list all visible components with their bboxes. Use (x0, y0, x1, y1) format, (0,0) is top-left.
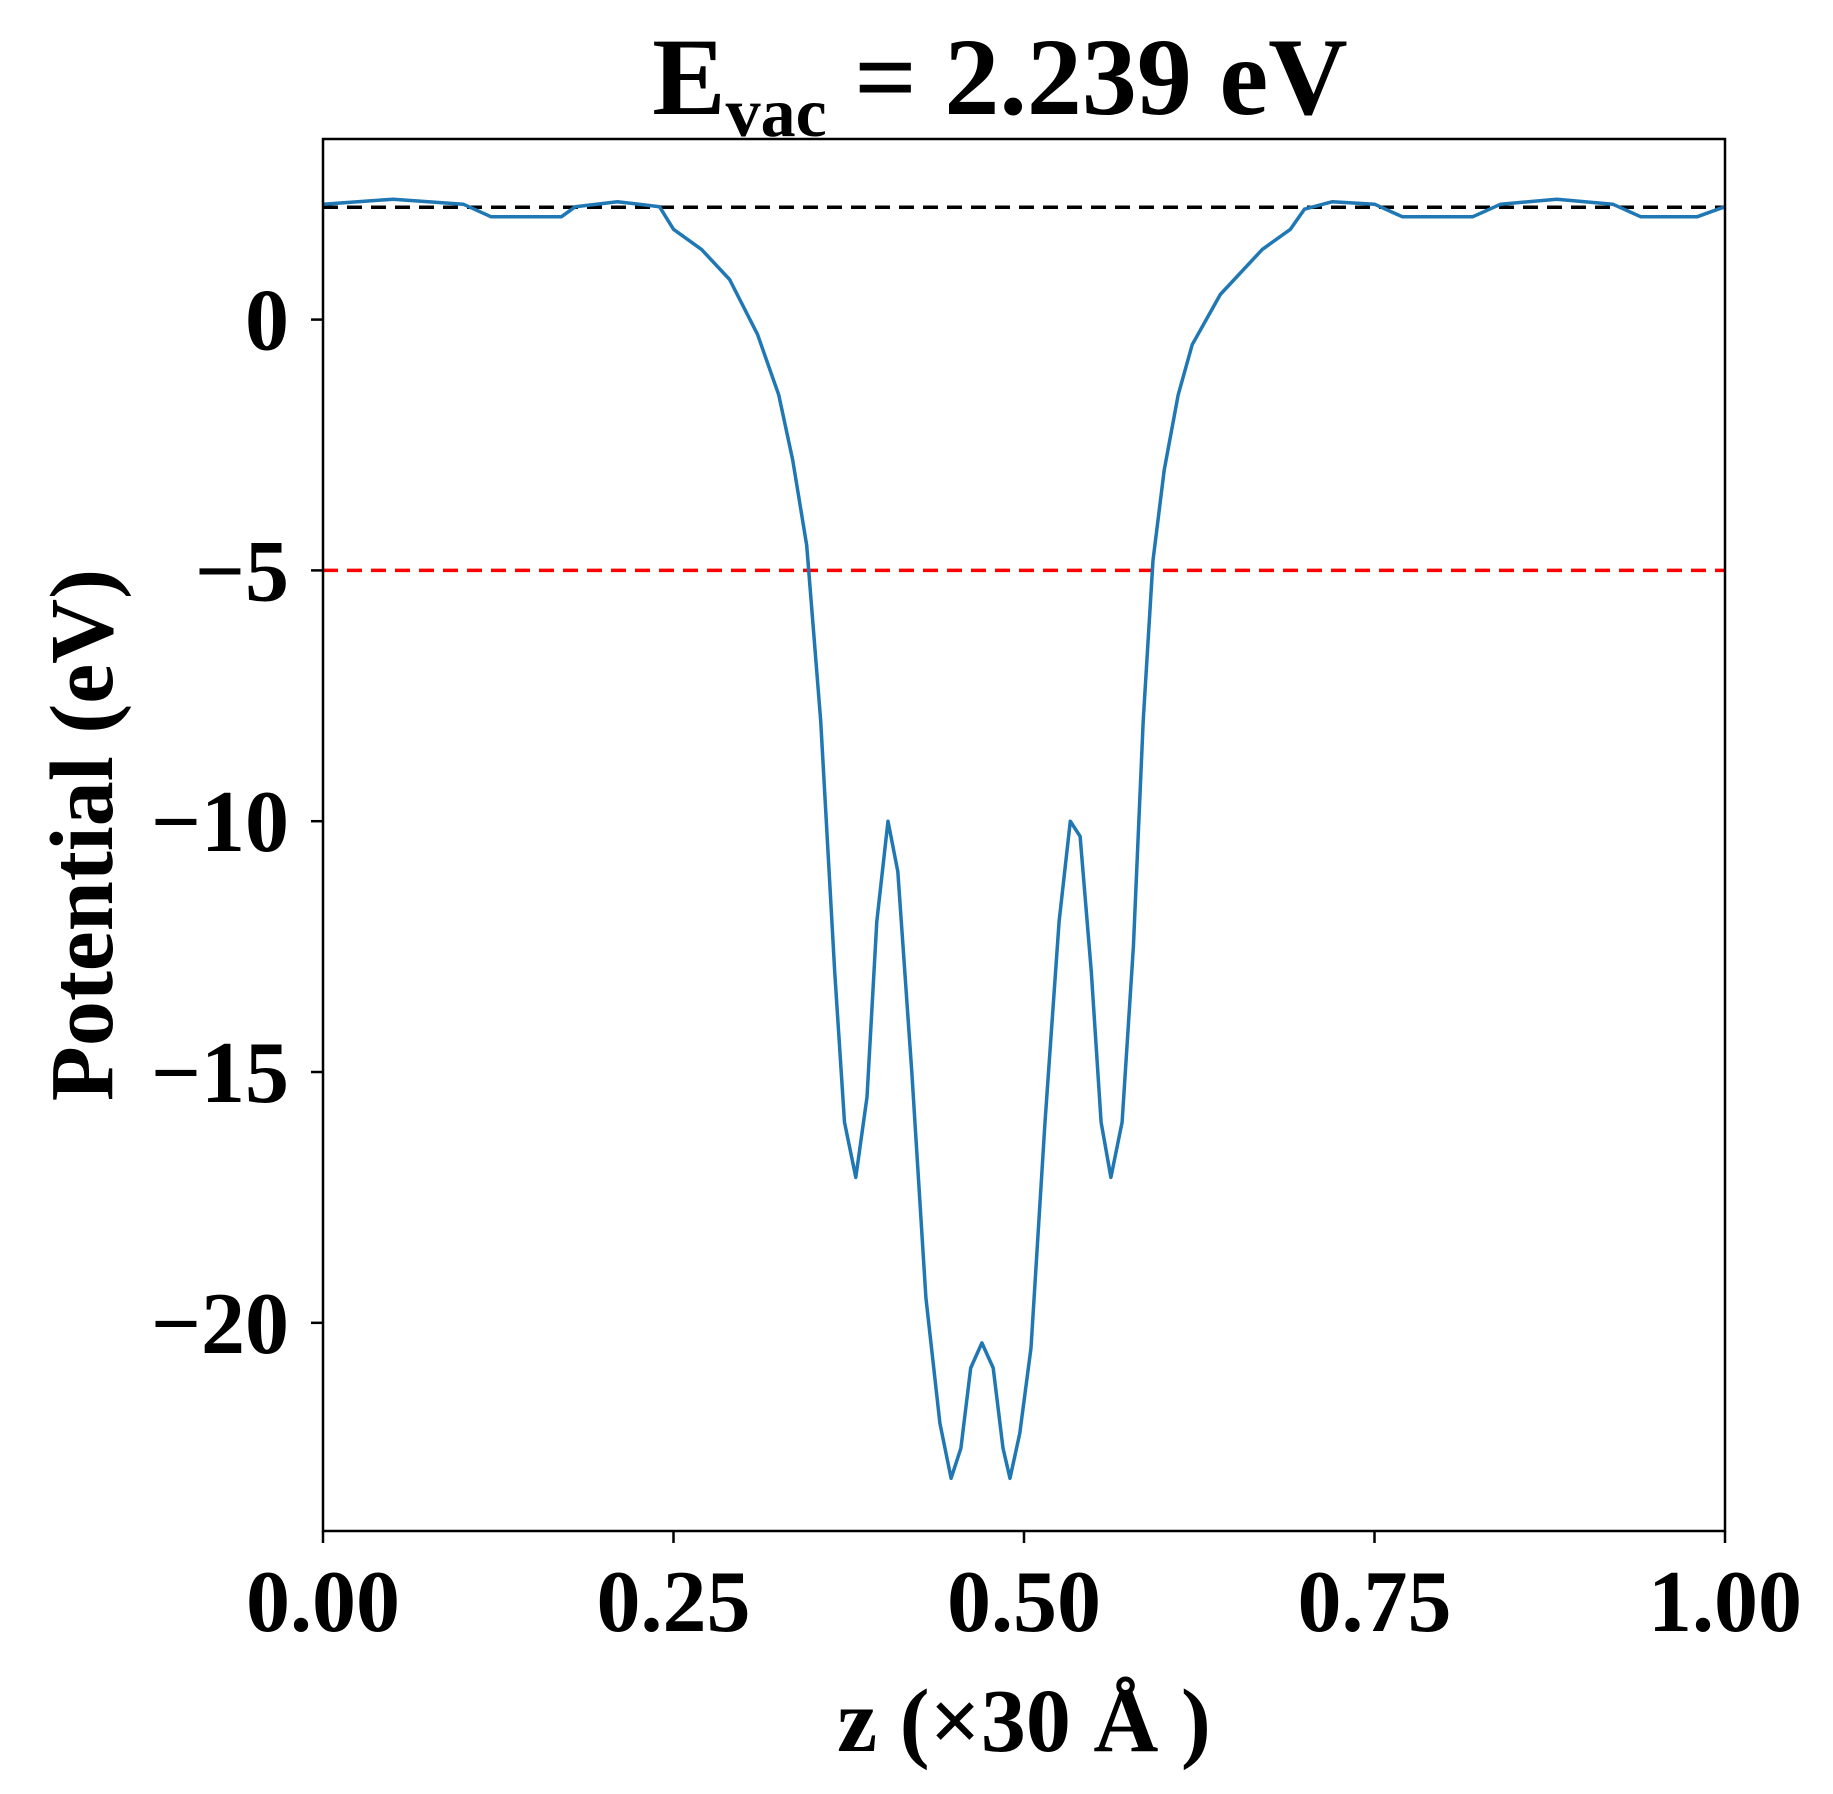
title-symbol: E (652, 16, 725, 138)
x-tick-label: 0.50 (947, 1554, 1101, 1651)
plot-frame (321, 137, 1727, 1533)
chart-title: Evac = 2.239 eV (652, 16, 1347, 152)
x-tick-label: 0.75 (1298, 1554, 1452, 1651)
y-tick-label: −15 (151, 1025, 289, 1122)
x-tick-label: 0.25 (597, 1554, 751, 1651)
y-tick-label: −5 (195, 523, 289, 620)
title-subscript: vac (726, 75, 827, 152)
x-axis-label: z (×30 Å ) (837, 1672, 1211, 1771)
y-tick-label: −20 (151, 1276, 289, 1373)
y-tick-label: 0 (245, 273, 289, 370)
y-tick-label: −10 (151, 774, 289, 871)
data-line (322, 197, 1726, 1481)
x-tick-label: 0.00 (246, 1554, 400, 1651)
x-tick-label: 1.00 (1648, 1554, 1802, 1651)
title-text: = 2.239 eV (827, 16, 1348, 138)
y-axis-label: Potential (eV) (33, 569, 132, 1101)
